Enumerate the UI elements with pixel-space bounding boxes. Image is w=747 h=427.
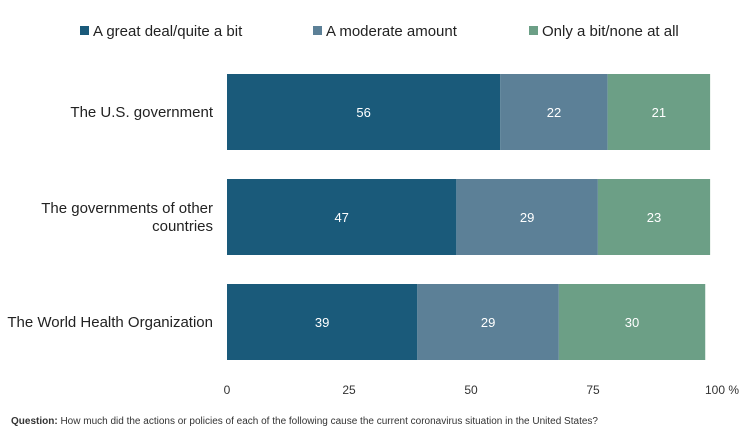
category-label: The U.S. government	[70, 104, 213, 121]
bar-value-label: 39	[315, 315, 329, 330]
x-tick-label: 25	[342, 383, 356, 397]
bar-segment	[607, 74, 711, 150]
footnote: Question: How much did the actions or po…	[11, 416, 741, 427]
bar-segment	[597, 179, 711, 255]
x-tick-label: 75	[586, 383, 600, 397]
category-label: countries	[152, 218, 213, 235]
bar-value-label: 47	[334, 210, 348, 225]
bar-value-label: 29	[481, 315, 495, 330]
bar-value-label: 23	[647, 210, 661, 225]
x-tick-label: 100 %	[705, 383, 739, 397]
footnote-label: Question:	[11, 416, 58, 427]
legend-swatch	[80, 26, 89, 35]
bar-value-label: 29	[520, 210, 534, 225]
legend-label: A great deal/quite a bit	[93, 23, 243, 40]
bar-value-label: 22	[547, 105, 561, 120]
category-label: The governments of other	[41, 200, 213, 217]
bar-value-label: 21	[652, 105, 666, 120]
category-label: The World Health Organization	[7, 314, 213, 331]
bar-segment	[227, 179, 457, 255]
bar-segment	[227, 74, 501, 150]
footnote-text: How much did the actions or policies of …	[57, 416, 598, 427]
bar-segment	[417, 284, 559, 360]
bar-segment	[227, 284, 418, 360]
bar-segment	[558, 284, 706, 360]
stacked-bar-chart: A great deal/quite a bit A moderate amoun…	[7, 23, 739, 397]
legend-label: Only a bit/none at all	[542, 23, 679, 40]
bar-value-label: 30	[625, 315, 639, 330]
x-tick-label: 50	[464, 383, 478, 397]
x-tick-label: 0	[224, 383, 231, 397]
legend-swatch	[529, 26, 538, 35]
legend-swatch	[313, 26, 322, 35]
legend-label: A moderate amount	[326, 23, 458, 40]
bar-segment	[500, 74, 608, 150]
bar-value-label: 56	[356, 105, 370, 120]
bar-segment	[456, 179, 598, 255]
